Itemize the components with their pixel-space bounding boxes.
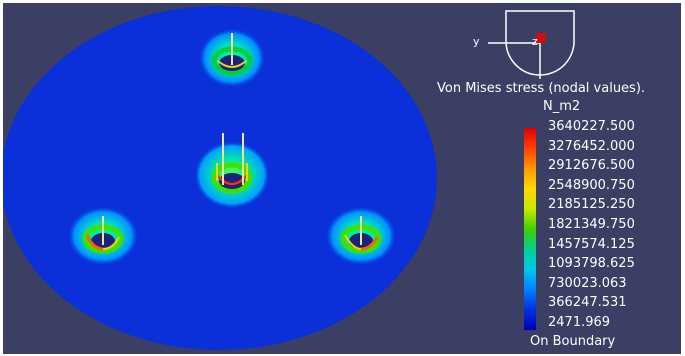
hole-center	[194, 133, 270, 209]
legend-values: 3640227.500 3276452.000 2912676.500 2548…	[548, 117, 635, 333]
legend-title: Von Mises stress (nodal values).	[437, 81, 646, 96]
3d-viewport[interactable]: y z Von Mises stress (nodal values). N_m…	[3, 3, 681, 354]
legend-value: 1821349.750	[548, 216, 635, 232]
hole-left	[67, 206, 139, 266]
legend-value: 3640227.500	[548, 119, 635, 134]
hole-right	[325, 206, 397, 266]
legend-value: 2912676.500	[548, 158, 635, 174]
legend-value: 730023.063	[548, 275, 627, 291]
legend-value: 1457574.125	[548, 236, 635, 252]
legend-unit: N_m2	[543, 99, 581, 114]
legend-value: 3276452.000	[548, 138, 635, 154]
legend-value: 2548900.750	[548, 177, 635, 193]
compass-z-label: z	[532, 35, 538, 48]
legend-value: 2471.969	[548, 314, 611, 330]
fea-model[interactable]	[3, 3, 681, 354]
legend-value: 1093798.625	[548, 256, 635, 272]
compass-origin	[536, 33, 546, 43]
compass-y-label: y	[473, 35, 480, 48]
legend-footer: On Boundary	[530, 334, 616, 349]
hole-top	[198, 28, 266, 88]
legend-colorbar[interactable]	[524, 128, 536, 330]
orientation-compass[interactable]	[466, 9, 576, 81]
legend-value: 2185125.250	[548, 197, 635, 213]
legend-value: 366247.531	[548, 295, 627, 311]
